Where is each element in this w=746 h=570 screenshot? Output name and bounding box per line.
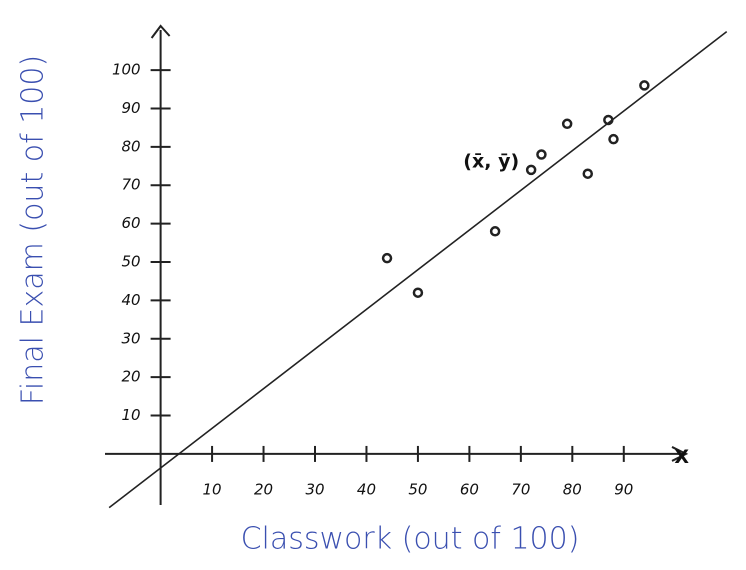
x-axis-label: Classwork (out of 100) bbox=[241, 522, 580, 557]
y-axis-label: Final Exam (out of 100) bbox=[16, 55, 51, 405]
x-tick-label: 30 bbox=[305, 480, 324, 498]
y-tick-label: 10 bbox=[122, 406, 141, 424]
y-tick-label: 80 bbox=[122, 137, 141, 155]
data-point bbox=[383, 254, 391, 262]
y-tick-label: 20 bbox=[122, 368, 141, 386]
data-point bbox=[604, 116, 612, 124]
data-point bbox=[527, 166, 535, 174]
page: {"chart_data": { "type": "scatter", "x_l… bbox=[0, 0, 746, 566]
x-tick-label: 10 bbox=[203, 480, 222, 498]
trend-line bbox=[109, 32, 727, 508]
chart: Classwork (out of 100) Final Exam (out o… bbox=[0, 0, 746, 566]
x-tick-label: 20 bbox=[254, 480, 273, 498]
x-tick-label: 90 bbox=[614, 480, 633, 498]
annotation: X bbox=[674, 446, 689, 468]
data-point bbox=[537, 151, 545, 159]
y-tick-label: 30 bbox=[122, 329, 141, 347]
data-point bbox=[563, 120, 571, 128]
y-tick-label: 40 bbox=[122, 291, 141, 309]
data-point bbox=[491, 227, 499, 235]
data-point bbox=[584, 170, 592, 178]
y-tick-label: 60 bbox=[122, 214, 141, 232]
x-tick-label: 50 bbox=[408, 480, 427, 498]
y-tick-label: 50 bbox=[122, 253, 141, 271]
x-tick-label: 60 bbox=[460, 480, 479, 498]
data-point bbox=[414, 289, 422, 297]
x-tick-label: 40 bbox=[357, 480, 376, 498]
y-tick-label: 100 bbox=[112, 61, 141, 79]
data-point bbox=[640, 81, 648, 89]
x-tick-label: 70 bbox=[511, 480, 530, 498]
annotation: (x̄, ȳ) bbox=[463, 150, 519, 172]
data-point bbox=[609, 135, 617, 143]
y-tick-label: 90 bbox=[122, 99, 141, 117]
y-tick-label: 70 bbox=[122, 176, 141, 194]
x-tick-label: 80 bbox=[563, 480, 582, 498]
